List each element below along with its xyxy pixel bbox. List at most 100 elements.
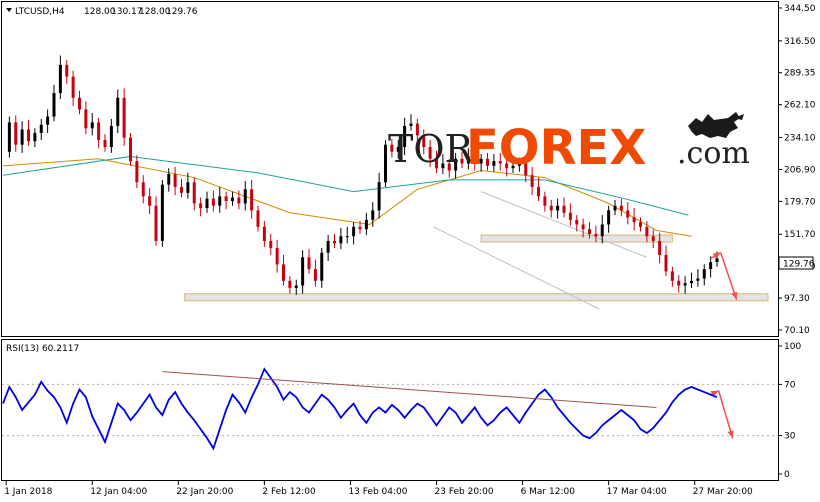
ohlc-close: 129.76 — [166, 7, 198, 17]
candle-body — [46, 116, 50, 125]
time-tick-label: 12 Jan 04:00 — [90, 487, 147, 497]
candle-body — [562, 205, 566, 213]
candle-body — [269, 240, 273, 248]
time-tick-label: 17 Mar 04:00 — [607, 487, 667, 497]
candle-body — [39, 124, 43, 133]
candle-body — [71, 76, 75, 98]
candle-body — [192, 182, 196, 204]
price-arrow-down-shaft — [719, 252, 738, 300]
candle-body — [116, 97, 120, 126]
candle-body — [333, 240, 336, 244]
rsi-line — [2, 367, 718, 451]
support-resistance-zones — [184, 234, 769, 302]
rsi-arrow-up-head — [710, 390, 719, 397]
candle-body — [90, 122, 94, 129]
candle-body — [581, 224, 585, 230]
rsi-arrow-down-shaft — [717, 390, 734, 439]
candle-body — [645, 226, 649, 237]
price-tick-label: 234.10 — [784, 134, 816, 144]
logo-dotcom: .com — [677, 136, 750, 171]
candle-body — [339, 236, 343, 244]
price-tick-label: 262.10 — [784, 101, 816, 111]
candle-body — [460, 158, 464, 164]
zone-rect — [480, 234, 673, 243]
candle-body — [639, 222, 642, 227]
current-price-tag: 129.76 — [778, 256, 815, 270]
ohlc-open: 128.00 — [84, 7, 116, 17]
candle-body — [109, 125, 113, 148]
candle-body — [173, 174, 177, 187]
candle-body — [352, 226, 356, 237]
candle-body — [371, 210, 375, 220]
candle-body — [237, 197, 241, 204]
candle-body — [256, 210, 260, 227]
price-panel-frame — [1, 1, 779, 337]
moving-averages — [2, 155, 692, 237]
candle-body — [447, 163, 451, 171]
candle-body — [409, 123, 413, 126]
symbol-label: LTCUSD,H4 — [15, 7, 65, 17]
candle-body — [422, 135, 426, 148]
candle-body — [288, 280, 292, 288]
candle-body — [294, 285, 298, 288]
candle-body — [664, 255, 668, 272]
candle-body — [473, 156, 477, 164]
candle-body — [20, 129, 24, 145]
rsi-arrow-down-head — [727, 430, 734, 439]
candle-body — [632, 217, 636, 223]
candle-body — [517, 163, 521, 166]
candle-body — [600, 224, 604, 237]
candle-body — [702, 269, 706, 279]
ma-slow-line — [2, 155, 689, 216]
rsi-grid — [2, 383, 778, 437]
candle-body — [275, 247, 279, 265]
candle-body — [345, 236, 349, 238]
rsi-tick-label: 0 — [784, 470, 790, 480]
rsi-trendline — [162, 371, 657, 408]
candle-body — [122, 97, 126, 138]
candle-body — [52, 93, 56, 117]
candle-body — [27, 129, 30, 142]
time-tick-label: 23 Feb 20:00 — [435, 487, 494, 497]
current-price-label: 129.76 — [783, 260, 815, 270]
candle-body — [613, 205, 617, 211]
candle-body — [511, 165, 515, 169]
candle-body — [715, 258, 719, 263]
candle-body — [435, 158, 438, 169]
candle-body — [377, 182, 381, 211]
candle-body — [594, 233, 598, 237]
torforex-logo: TOR FOREX .com — [388, 112, 750, 176]
price-tick-label: 179.70 — [784, 197, 816, 207]
candle-body — [148, 196, 152, 206]
candles — [7, 55, 719, 295]
candle-body — [670, 271, 674, 281]
candle-body — [543, 196, 547, 206]
collapse-triangle-icon[interactable] — [6, 8, 12, 12]
candle-body — [243, 189, 247, 204]
channel-upper-line — [480, 191, 648, 258]
candle-body — [326, 240, 330, 253]
candle-body — [84, 109, 88, 129]
candle-body — [364, 219, 368, 230]
candle-body — [428, 147, 432, 159]
price-tick-label: 289.35 — [784, 69, 816, 79]
candle-body — [696, 278, 700, 281]
candle-body — [154, 205, 158, 241]
candle-body — [211, 198, 215, 206]
candle-body — [135, 161, 139, 183]
candle-body — [530, 175, 534, 187]
candle-body — [396, 147, 400, 152]
candle-body — [690, 280, 693, 284]
candle-body — [282, 264, 285, 281]
candle-body — [466, 156, 470, 164]
rsi-tick-label: 30 — [784, 432, 796, 442]
candle-body — [415, 123, 419, 136]
candle-body — [549, 205, 553, 211]
rsi-tick-label: 100 — [784, 342, 801, 352]
rsi-y-axis: 100 70 30 0 — [778, 342, 801, 480]
candle-body — [683, 283, 687, 286]
candle-body — [390, 144, 394, 152]
bull-icon — [688, 112, 744, 138]
candle-body — [454, 158, 458, 171]
